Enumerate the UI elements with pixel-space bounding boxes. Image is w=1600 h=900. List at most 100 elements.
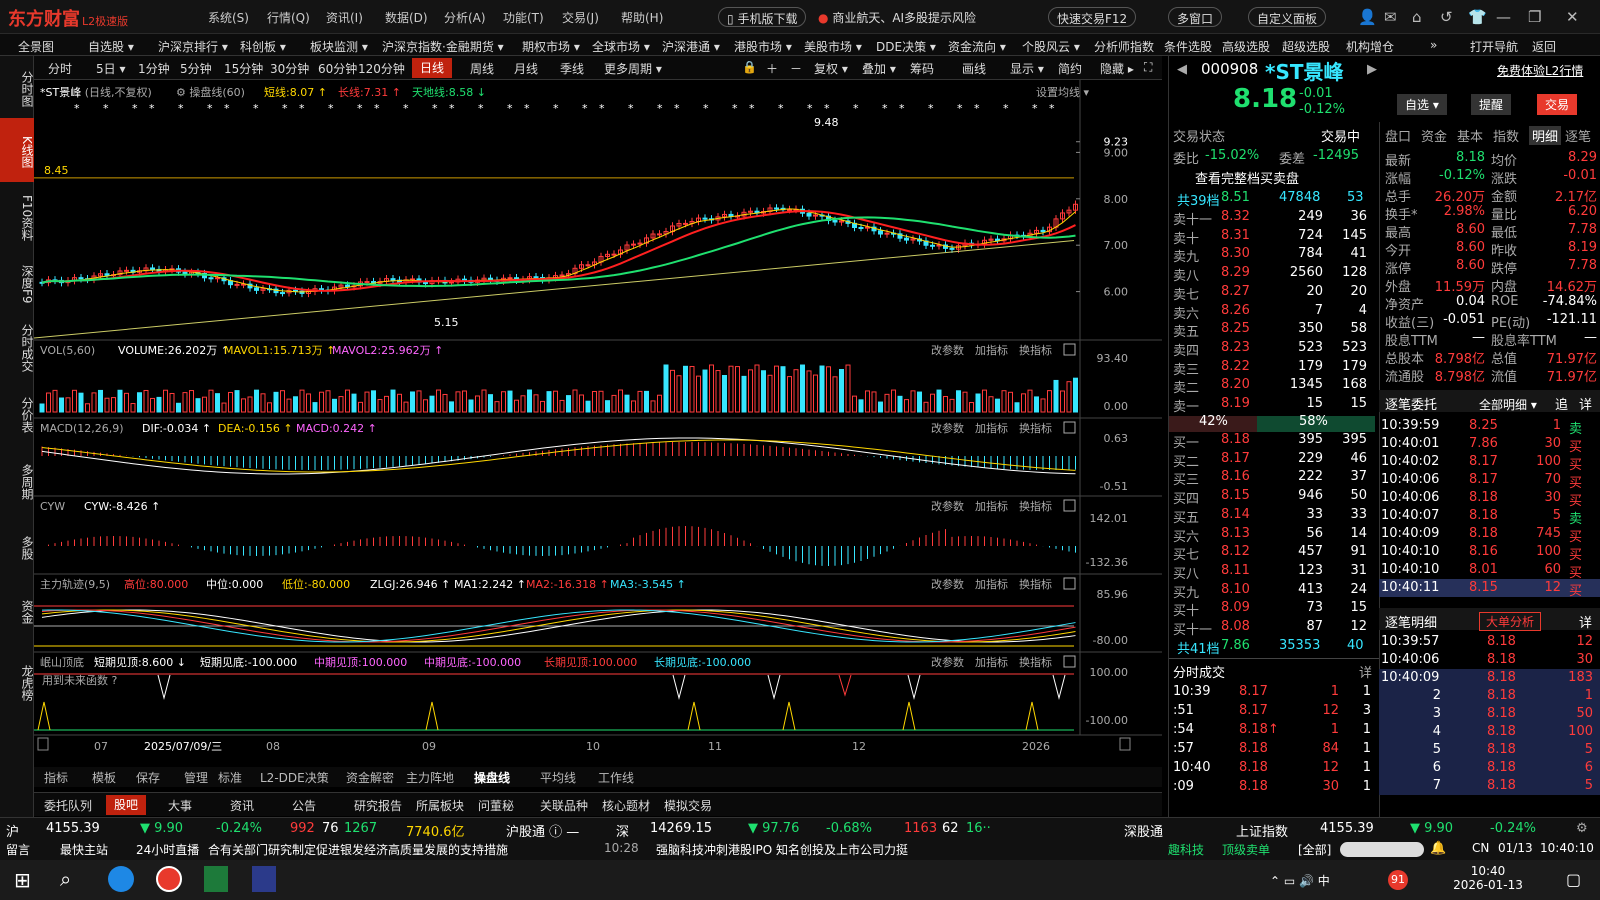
app-icon[interactable] bbox=[252, 866, 276, 892]
period-6[interactable]: 60分钟 bbox=[318, 62, 358, 76]
news-news1[interactable]: 合有关部门研究制定促进银发经济高质量发展的支持措施 bbox=[208, 843, 509, 857]
add-favorite-button[interactable]: 自选 ▾ bbox=[1397, 94, 1447, 115]
left-tab-1[interactable]: K线图 bbox=[0, 118, 34, 182]
chart-tool-2[interactable]: 筹码 bbox=[910, 62, 935, 76]
market-menu-14[interactable]: 分析师指数 bbox=[1094, 40, 1155, 54]
market-menu-3[interactable]: 科创板 ▾ bbox=[240, 40, 286, 54]
market-menu-5[interactable]: 沪深京指数·金融期货 ▾ bbox=[382, 40, 504, 54]
period-12[interactable]: 更多周期 ▾ bbox=[604, 62, 662, 76]
info-tab-5[interactable]: 研究报告 bbox=[354, 799, 403, 813]
home-icon[interactable]: ⌂ bbox=[1412, 8, 1422, 26]
indicator-tab-10[interactable]: 工作线 bbox=[598, 771, 635, 785]
left-tab-9[interactable]: 龙虎榜 bbox=[20, 665, 34, 701]
chart-tool-3[interactable]: 画线 bbox=[962, 62, 987, 76]
zoom-out-icon[interactable]: － bbox=[790, 62, 803, 76]
vol-action-0[interactable]: 改参数 bbox=[931, 343, 964, 357]
prev-stock-icon[interactable]: ◀ bbox=[1177, 62, 1187, 77]
right-tab-5[interactable]: 逐笔 bbox=[1565, 130, 1592, 145]
market-menu-20[interactable]: 打开导航 bbox=[1470, 40, 1519, 54]
cyw-action-2[interactable]: 换指标 bbox=[1019, 499, 1052, 513]
excel-icon[interactable] bbox=[204, 866, 228, 892]
multi-window-button[interactable]: 多窗口 bbox=[1168, 7, 1223, 27]
vol-action-2[interactable]: 换指标 bbox=[1019, 343, 1052, 357]
scroll-right-icon[interactable] bbox=[1119, 737, 1131, 751]
chart-tool-0[interactable]: 复权 ▾ bbox=[814, 62, 848, 76]
restore-icon[interactable]: ❐ bbox=[1528, 8, 1542, 26]
right-tab-2[interactable]: 基本 bbox=[1457, 130, 1484, 145]
promo-link[interactable]: ● 商业航天、AI多股提示风险 bbox=[818, 11, 977, 25]
notification-center-icon[interactable]: ▢ bbox=[1566, 870, 1582, 889]
period-5[interactable]: 30分钟 bbox=[270, 62, 310, 76]
market-menu-0[interactable]: 全景图 bbox=[18, 40, 55, 54]
tray-icons[interactable]: ⌃ ▭ 🔊 中 bbox=[1270, 874, 1330, 888]
indicator-tab-4[interactable]: 标准 bbox=[218, 771, 243, 785]
market-menu-17[interactable]: 超级选股 bbox=[1282, 40, 1331, 54]
zljj-action-2[interactable]: 换指标 bbox=[1019, 577, 1052, 591]
period-11[interactable]: 季线 bbox=[560, 62, 585, 76]
market-menu-4[interactable]: 板块监测 ▾ bbox=[310, 40, 368, 54]
period-7[interactable]: 120分钟 bbox=[358, 62, 405, 76]
zljj-action-1[interactable]: 加指标 bbox=[975, 577, 1008, 591]
top-menu-3[interactable]: 数据(D) bbox=[385, 11, 428, 25]
period-3[interactable]: 5分钟 bbox=[180, 62, 212, 76]
market-menu-9[interactable]: 港股市场 ▾ bbox=[734, 40, 792, 54]
user-icon[interactable]: 👤 bbox=[1358, 8, 1377, 26]
period-0[interactable]: 分时 bbox=[48, 62, 73, 76]
big-order-button[interactable]: 大单分析 bbox=[1479, 612, 1542, 631]
notification-badge[interactable]: 91 bbox=[1388, 870, 1408, 890]
fs-trades-detail[interactable]: 详 bbox=[1359, 666, 1373, 681]
right-tab-0[interactable]: 盘口 bbox=[1385, 130, 1412, 145]
left-tab-7[interactable]: 多股 bbox=[20, 536, 34, 560]
minshan-action-2[interactable]: 换指标 bbox=[1019, 655, 1052, 669]
settings-gear-icon[interactable]: ⚙ bbox=[1576, 821, 1588, 836]
search-icon[interactable]: ⌕ bbox=[60, 867, 72, 891]
indicator-tab-9[interactable]: 平均线 bbox=[540, 771, 577, 785]
edge-browser-icon[interactable] bbox=[108, 866, 134, 892]
system-clock[interactable]: 10:40 2026-01-13 bbox=[1453, 864, 1523, 892]
chart-tool-6[interactable]: 隐藏 ▸ bbox=[1100, 62, 1134, 76]
chart-tool-1[interactable]: 叠加 ▾ bbox=[862, 62, 896, 76]
minshan-action-1[interactable]: 加指标 bbox=[975, 655, 1008, 669]
top-menu-0[interactable]: 系统(S) bbox=[208, 11, 249, 25]
alert-button[interactable]: 提醒 bbox=[1471, 94, 1512, 115]
indicator-tab-1[interactable]: 模板 bbox=[92, 771, 117, 785]
cyw-action-0[interactable]: 改参数 bbox=[931, 499, 964, 513]
market-menu-7[interactable]: 全球市场 ▾ bbox=[592, 40, 650, 54]
next-stock-icon[interactable]: ▶ bbox=[1367, 62, 1377, 77]
market-menu-2[interactable]: 沪深京排行 ▾ bbox=[158, 40, 228, 54]
period-9[interactable]: 周线 bbox=[470, 62, 495, 76]
left-tab-3[interactable]: 深度F9 bbox=[20, 264, 34, 304]
full-depth-button[interactable]: 查看完整档买卖盘 bbox=[1195, 172, 1300, 187]
period-10[interactable]: 月线 bbox=[514, 62, 539, 76]
left-tab-8[interactable]: 资金 bbox=[20, 600, 34, 624]
windows-start-icon[interactable]: ⊞ bbox=[14, 868, 31, 892]
top-menu-6[interactable]: 交易(J) bbox=[562, 11, 599, 25]
market-menu-12[interactable]: 资金流向 ▾ bbox=[948, 40, 1006, 54]
indicator-tab-7[interactable]: 主力阵地 bbox=[406, 771, 455, 785]
news-search-input[interactable] bbox=[1340, 842, 1424, 857]
info-tab-9[interactable]: 核心题材 bbox=[602, 799, 651, 813]
bell-icon[interactable]: 🔔 bbox=[1430, 841, 1447, 856]
fullscreen-icon[interactable]: ⛶ bbox=[1144, 60, 1153, 74]
minimize-icon[interactable]: — bbox=[1496, 8, 1511, 26]
macd-action-0[interactable]: 改参数 bbox=[931, 421, 964, 435]
info-tab-4[interactable]: 公告 bbox=[292, 799, 317, 813]
market-menu-13[interactable]: 个股风云 ▾ bbox=[1022, 40, 1080, 54]
info-tab-0[interactable]: 委托队列 bbox=[44, 799, 93, 813]
market-menu-6[interactable]: 期权市场 ▾ bbox=[522, 40, 580, 54]
news-news2[interactable]: 强脑科技冲刺港股IPO 知名创投及上市公司力挺 bbox=[656, 843, 909, 857]
eastmoney-app-icon[interactable] bbox=[156, 866, 182, 892]
market-menu-11[interactable]: DDE决策 ▾ bbox=[876, 40, 936, 54]
market-menu-18[interactable]: 机构增仓 bbox=[1346, 40, 1395, 54]
info-tab-8[interactable]: 关联品种 bbox=[540, 799, 589, 813]
set-ma-button[interactable]: 设置均线 ▾ bbox=[1036, 86, 1090, 99]
cyw-action-1[interactable]: 加指标 bbox=[975, 499, 1008, 513]
skin-icon[interactable]: 👕 bbox=[1468, 8, 1487, 26]
market-menu-19[interactable]: » bbox=[1430, 38, 1438, 52]
info-tab-3[interactable]: 资讯 bbox=[230, 799, 255, 813]
zbwt-chase[interactable]: 追 bbox=[1555, 398, 1569, 413]
market-menu-21[interactable]: 返回 bbox=[1532, 40, 1557, 54]
refresh-icon[interactable]: ↺ bbox=[1440, 8, 1453, 26]
period-4[interactable]: 15分钟 bbox=[224, 62, 264, 76]
info-tab-7[interactable]: 问董秘 bbox=[478, 799, 515, 813]
